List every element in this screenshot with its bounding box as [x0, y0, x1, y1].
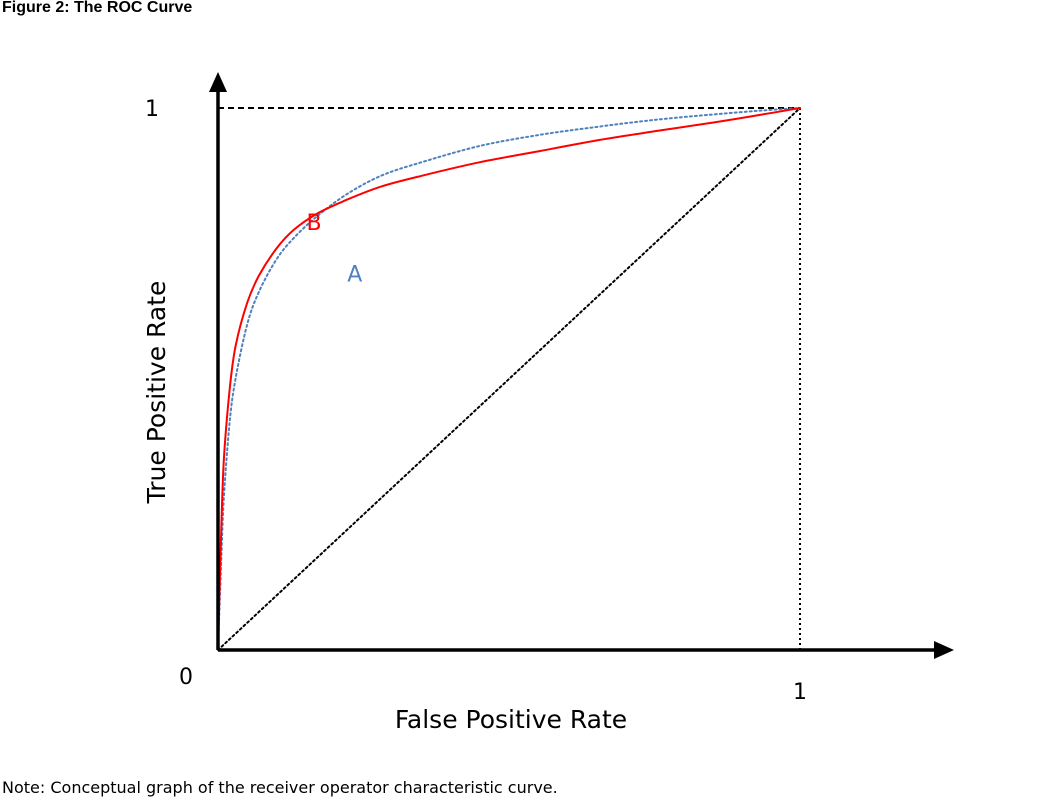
- figure-title: Figure 2: The ROC Curve: [2, 0, 193, 16]
- reference-lines: [218, 107, 801, 650]
- y-axis-label: True Positive Rate: [142, 281, 171, 505]
- x-tick-label-0: 1: [793, 680, 807, 705]
- origin-label: 0: [179, 665, 193, 690]
- y-axis-arrowhead: [209, 72, 227, 92]
- y-tick-label-0: 1: [145, 97, 159, 122]
- roc-chart: 11 0 False Positive Rate True Positive R…: [142, 72, 954, 734]
- curve-labels: AB: [306, 211, 362, 287]
- tick-labels: 11: [145, 97, 807, 705]
- curve-label-b: B: [306, 211, 321, 236]
- chance-diagonal-line: [217, 107, 801, 651]
- series-lines: [217, 107, 801, 651]
- figure-note: Note: Conceptual graph of the receiver o…: [2, 778, 558, 797]
- y-axis: [209, 72, 227, 650]
- series-b-line: [217, 107, 801, 651]
- curve-label-a: A: [347, 262, 362, 287]
- x-axis: [218, 641, 954, 659]
- x-axis-arrowhead: [934, 641, 954, 659]
- x-axis-label: False Positive Rate: [395, 705, 627, 734]
- diagonal-chance-line: [217, 107, 801, 651]
